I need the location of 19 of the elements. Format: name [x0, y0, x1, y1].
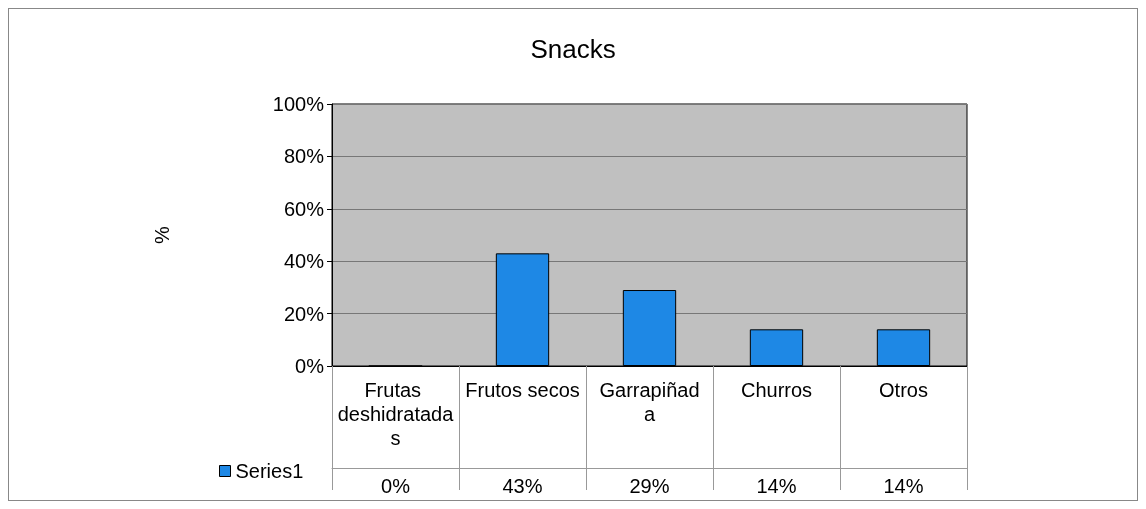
- x-tick-label: Otros: [879, 379, 928, 401]
- x-tick-label: Churros: [740, 379, 813, 401]
- x-tick-label: Frutas deshidratadas: [337, 379, 455, 449]
- data-label: 43%: [502, 475, 543, 497]
- y-axis-title: %: [151, 225, 173, 244]
- data-label: 0%: [381, 475, 411, 497]
- y-tick-label: 0%: [295, 355, 325, 377]
- x-tick-label: Frutos secos: [465, 379, 580, 401]
- legend-label: Series1: [235, 460, 304, 482]
- y-tick-label: 40%: [283, 250, 325, 273]
- y-tick-label: 100%: [272, 93, 325, 115]
- chart-title: Snacks: [530, 34, 616, 64]
- y-tick-label: 80%: [283, 145, 325, 168]
- data-label: 29%: [629, 475, 670, 497]
- y-tick-label: 20%: [283, 302, 325, 325]
- x-tick-label: Garrapiñada: [599, 379, 700, 425]
- data-label: 14%: [756, 475, 797, 497]
- data-label: 14%: [883, 475, 924, 497]
- y-tick-label: 60%: [283, 197, 325, 220]
